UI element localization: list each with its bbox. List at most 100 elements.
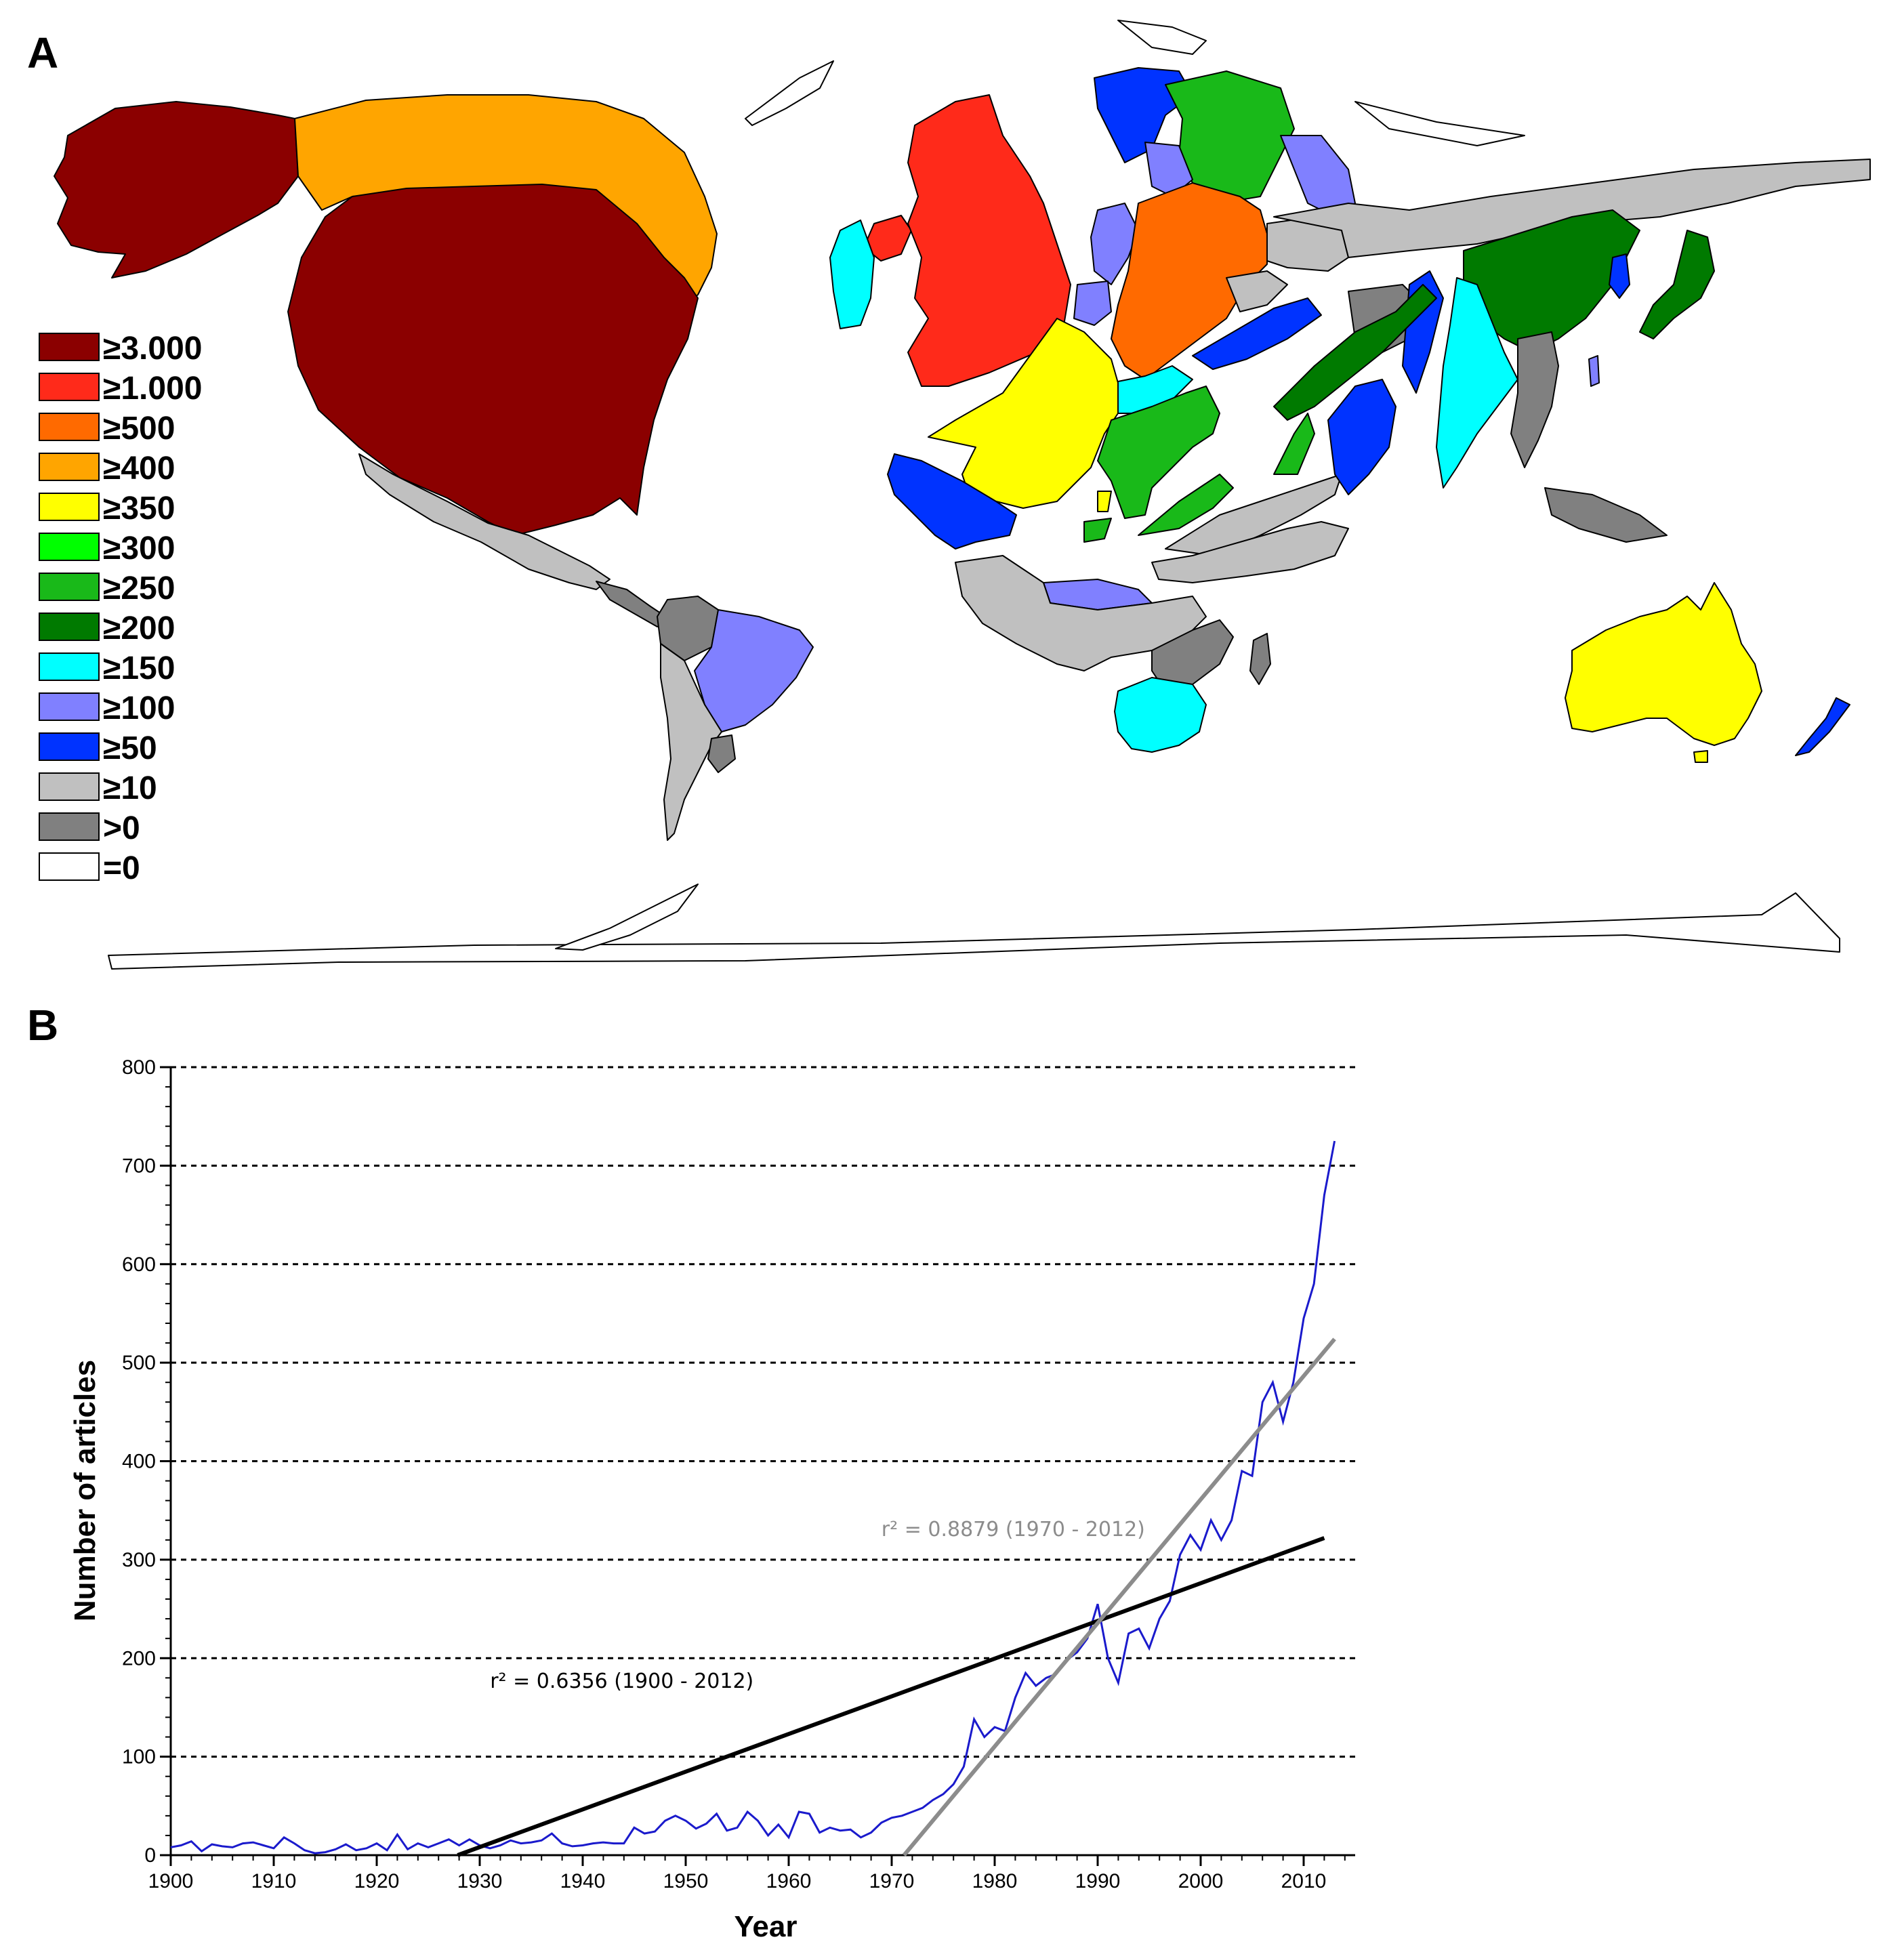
map-russia <box>1273 159 1871 258</box>
x-tick-label: 1960 <box>766 1870 812 1892</box>
legend-label: ≥3.000 <box>103 331 202 367</box>
map-tasmania <box>1693 750 1708 763</box>
x-tick-label: 1940 <box>560 1870 606 1892</box>
map-italy <box>1097 386 1220 519</box>
map-france <box>928 318 1119 509</box>
x-tick-label: 1990 <box>1075 1870 1121 1892</box>
regression-label-1970-2012: r² = 0.8879 (1970 - 2012) <box>882 1518 1145 1541</box>
map-antarctica <box>108 892 1840 970</box>
articles-series-line <box>170 1140 1336 1854</box>
legend-swatch <box>39 812 100 841</box>
y-tick-label: 500 <box>122 1352 156 1374</box>
map-sweden <box>1165 70 1295 204</box>
legend-label: ≥150 <box>103 650 175 686</box>
panel-b-label: B <box>27 1001 58 1050</box>
regression-label-1900-2012: r² = 0.6356 (1900 - 2012) <box>490 1670 753 1693</box>
legend-swatch <box>39 373 100 401</box>
legend-swatch <box>39 772 100 801</box>
map-svalbard <box>1117 20 1207 55</box>
y-tick-label: 400 <box>122 1451 156 1473</box>
map-madagascar <box>1249 633 1271 685</box>
x-tick-label: 1930 <box>457 1870 503 1892</box>
regression-line-1900-2012 <box>457 1536 1325 1857</box>
legend-swatch <box>39 852 100 881</box>
legend-label: =0 <box>103 850 140 886</box>
y-tick-label: 200 <box>122 1647 156 1670</box>
legend-swatch <box>39 533 100 561</box>
map-east-africa <box>1151 619 1234 692</box>
map-germany <box>1111 182 1268 380</box>
map-usa <box>287 184 699 536</box>
map-balkans <box>1138 474 1234 536</box>
legend-label: ≥200 <box>103 610 175 646</box>
map-uk <box>907 94 1071 387</box>
annotations: r² = 0.6356 (1900 - 2012) r² = 0.8879 (19… <box>490 1518 1145 1693</box>
legend-swatch <box>39 692 100 721</box>
map-south-africa <box>1114 677 1207 753</box>
map-southeast-asia <box>1510 331 1559 468</box>
map-indonesia <box>1544 487 1668 543</box>
grid-lines <box>171 1066 1355 1758</box>
legend-swatch <box>39 573 100 601</box>
map-ireland <box>829 220 875 329</box>
legend-label: ≥350 <box>103 491 175 526</box>
legend-swatch <box>39 493 100 521</box>
map-korea <box>1609 253 1630 299</box>
regression-line-1970-2012 <box>902 1338 1336 1857</box>
legend-label: ≥100 <box>103 690 175 726</box>
map-sicily <box>1083 518 1112 543</box>
map-israel <box>1273 413 1315 475</box>
legend-swatch <box>39 453 100 481</box>
y-tick-label: 600 <box>122 1253 156 1276</box>
map-taiwan <box>1588 355 1600 387</box>
map-austria <box>1192 297 1322 370</box>
x-tick-label: 1970 <box>869 1870 915 1892</box>
legend-label: ≥300 <box>103 531 175 566</box>
x-tick-label: 1950 <box>663 1870 709 1892</box>
legend-label: ≥1.000 <box>103 371 202 407</box>
y-tick-label: 0 <box>144 1844 156 1867</box>
map-belgium <box>1073 281 1112 326</box>
map-new-zealand <box>1795 697 1850 756</box>
legend-label: >0 <box>103 810 140 846</box>
x-tick-label: 2000 <box>1178 1870 1224 1892</box>
x-tick-label: 1980 <box>972 1870 1018 1892</box>
x-axis-ticks: 1900 1910 1920 1930 1940 1950 1960 1970 1980 1990… <box>148 1855 1346 1892</box>
map-arabia <box>1273 284 1437 421</box>
legend-swatch <box>39 732 100 761</box>
map-switzerland <box>1111 365 1193 414</box>
map-west-south-america <box>660 643 722 841</box>
map-spain <box>887 453 1017 550</box>
world-cartogram <box>54 20 1871 970</box>
legend-swatch <box>39 333 100 361</box>
legend-label: ≥400 <box>103 451 175 486</box>
map-sardinia <box>1097 491 1112 512</box>
map-czech <box>1226 270 1288 312</box>
legend-swatch <box>39 413 100 441</box>
map-australia <box>1565 582 1762 746</box>
legend-label: ≥50 <box>103 730 157 766</box>
map-alaska <box>54 101 299 278</box>
y-tick-label: 300 <box>122 1549 156 1571</box>
x-axis-title: Year <box>734 1910 798 1943</box>
map-brazil <box>694 609 814 732</box>
map-japan <box>1639 230 1715 339</box>
y-axis-title: Number of articles <box>68 1360 102 1621</box>
legend-swatch <box>39 613 100 641</box>
x-tick-label: 2010 <box>1281 1870 1327 1892</box>
x-tick-label: 1910 <box>251 1870 297 1892</box>
legend-label: ≥500 <box>103 411 175 447</box>
map-russia-north <box>1354 101 1525 146</box>
panel-a-label: A <box>27 28 58 77</box>
map-netherlands <box>1090 203 1139 285</box>
map-india <box>1436 277 1518 489</box>
map-legend: ≥3.000 ≥1.000 ≥500 ≥400 ≥350 ≥300 ≥250 ≥200 ≥150… <box>39 331 202 886</box>
map-colombia <box>657 596 719 661</box>
y-axis-ticks: 0 100 200 300 400 500 600 700 800 <box>122 1056 171 1867</box>
y-tick-label: 800 <box>122 1056 156 1079</box>
x-tick-label: 1900 <box>148 1870 194 1892</box>
map-antarctic-peninsula <box>555 884 699 951</box>
map-norway <box>1094 67 1193 163</box>
